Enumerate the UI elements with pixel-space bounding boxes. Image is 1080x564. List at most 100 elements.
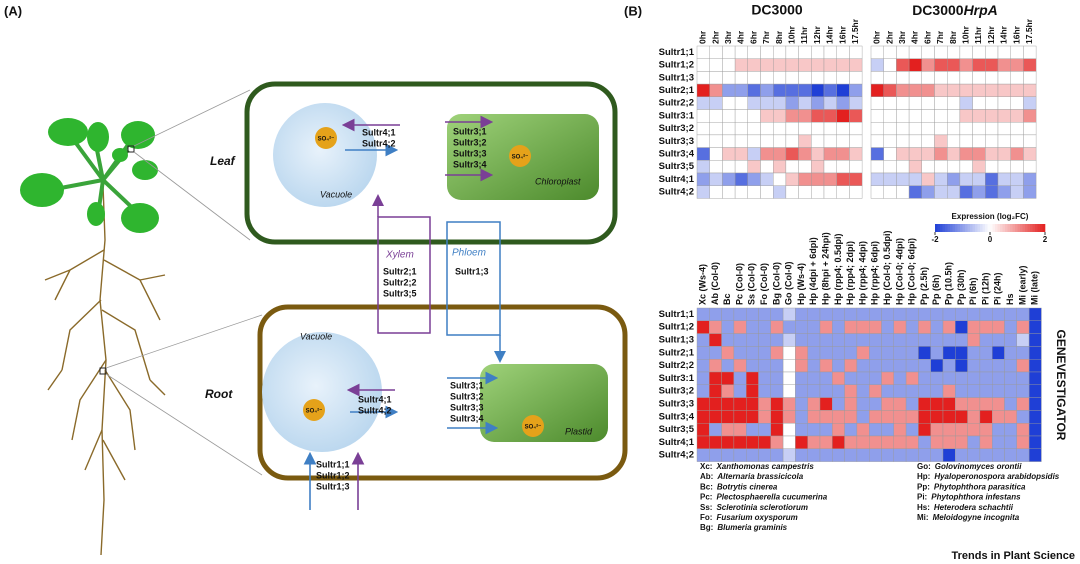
heatmap-cell (934, 147, 948, 161)
heatmap-cell (1023, 147, 1037, 161)
colorbar-swatch (945, 224, 948, 232)
heatmap-cell (721, 333, 735, 347)
heatmap-cell (819, 384, 833, 398)
heatmap-cell (921, 83, 935, 97)
heatmap-cell (758, 423, 772, 437)
heatmap-cell (770, 371, 784, 386)
heatmap-cell (930, 448, 944, 462)
heatmap-cell (918, 359, 931, 373)
heatmap-cell (893, 359, 907, 373)
heatmap-cell (942, 371, 956, 386)
heatmap-cell (836, 83, 850, 97)
heatmap-cell (734, 96, 748, 110)
heatmap-cell (709, 160, 723, 174)
heatmap-cell (896, 160, 910, 174)
heatmap-cell (696, 185, 710, 199)
colorbar-swatch (1027, 224, 1031, 232)
heatmap-cell (734, 185, 748, 199)
colorbar-swatch (1042, 224, 1046, 232)
heatmap-cell (773, 147, 787, 161)
heatmap-cell (782, 320, 796, 334)
abbreviation-code: Hs: (917, 503, 930, 512)
column-label: Pp (10.5h) (944, 262, 954, 305)
heatmap-cell (696, 359, 710, 373)
heatmap-cell (918, 307, 931, 322)
heatmap-cell (760, 96, 774, 110)
transporter-label: Sultr3;5 (383, 288, 417, 298)
heatmap-cell (1004, 384, 1018, 398)
heatmap-cell (795, 423, 808, 437)
heatmap-cell (955, 435, 968, 450)
abbreviation: Hp: Hyaloperonospora arabidopsidis (917, 472, 1060, 481)
heatmap-cell (997, 134, 1011, 148)
heatmap-cell (696, 160, 710, 174)
heatmap-cell (785, 83, 799, 97)
heatmap-cell (896, 121, 910, 136)
heatmap-cell (844, 371, 858, 386)
heatmap-cell (823, 96, 837, 110)
heatmap-cell (758, 320, 772, 334)
sulfate: SO₄²⁻ (525, 424, 542, 431)
heatmap-cell (807, 333, 821, 347)
heatmap-cell (896, 109, 910, 123)
abbreviation-code: Mi: (917, 513, 929, 522)
heatmap-cell (959, 134, 973, 148)
heatmap-cell (844, 423, 858, 437)
transporter-label: Sultr3;2 (450, 391, 484, 401)
heatmap-cell (709, 134, 723, 148)
heatmap-cell (722, 121, 736, 136)
heatmap-cell (930, 320, 944, 334)
column-label: Hp (rpp4; 2dpi) (845, 241, 855, 305)
heatmap-cell (709, 109, 723, 123)
abbreviation: Bg: Blumeria graminis (700, 523, 788, 532)
abbreviation: Hs: Heterodera schachtii (917, 503, 1014, 512)
heatmap-cell (747, 109, 761, 123)
heatmap-cell (992, 371, 1005, 386)
heatmap-cell (1016, 346, 1030, 360)
heatmap-cell (869, 384, 882, 398)
heatmap-cell (985, 172, 999, 186)
heatmap-cell (722, 109, 736, 123)
heatmap-cell (696, 346, 710, 360)
sulfate: SO₄²⁻ (512, 154, 529, 161)
heatmap-cell (807, 320, 821, 334)
heatmap-cell (798, 172, 812, 186)
heatmap-cell (985, 83, 999, 97)
heatmap-cell (795, 397, 808, 411)
abbreviation: Pi: Phytophthora infestans (917, 493, 1021, 502)
heatmap-cell (823, 185, 837, 199)
heatmap-cell (1010, 185, 1024, 199)
heatmap-cell (959, 96, 973, 110)
heatmap-cell (709, 371, 722, 386)
heatmap-cell (798, 58, 812, 72)
heatmap-cell (734, 160, 748, 174)
colorbar-swatch (962, 224, 966, 232)
colorbar-swatch (985, 224, 988, 232)
column-label: 3hr (723, 30, 733, 44)
heatmap-cell (747, 160, 761, 174)
heatmap-cell (733, 346, 747, 360)
heatmap-cell (959, 160, 973, 174)
heatmap-cell (709, 359, 722, 373)
heatmap-cell (721, 423, 735, 437)
heatmap-cell (870, 45, 884, 59)
heatmap-cell (955, 397, 968, 411)
colorbar-swatch (947, 224, 951, 232)
heatmap-cell (934, 58, 948, 72)
heatmap-cell (844, 307, 858, 322)
heatmap-cell (1016, 435, 1030, 450)
heatmap-cell (811, 160, 825, 174)
abbreviation-name: Xanthomonas campestris (715, 462, 814, 471)
heatmap-cell (918, 435, 931, 450)
heatmap-cell (819, 448, 833, 462)
heatmap-cell (905, 397, 919, 411)
colorbar-swatch (955, 224, 958, 232)
colorbar-swatch (937, 224, 941, 232)
abbreviation-code: Ss: (700, 503, 712, 512)
heatmap-cell (992, 410, 1005, 424)
heatmap-cell (972, 172, 986, 186)
heatmap-cell (869, 435, 882, 450)
heatmap-cell (905, 346, 919, 360)
column-label: Mi (early) (1017, 265, 1027, 305)
heatmap-cell (967, 320, 981, 334)
